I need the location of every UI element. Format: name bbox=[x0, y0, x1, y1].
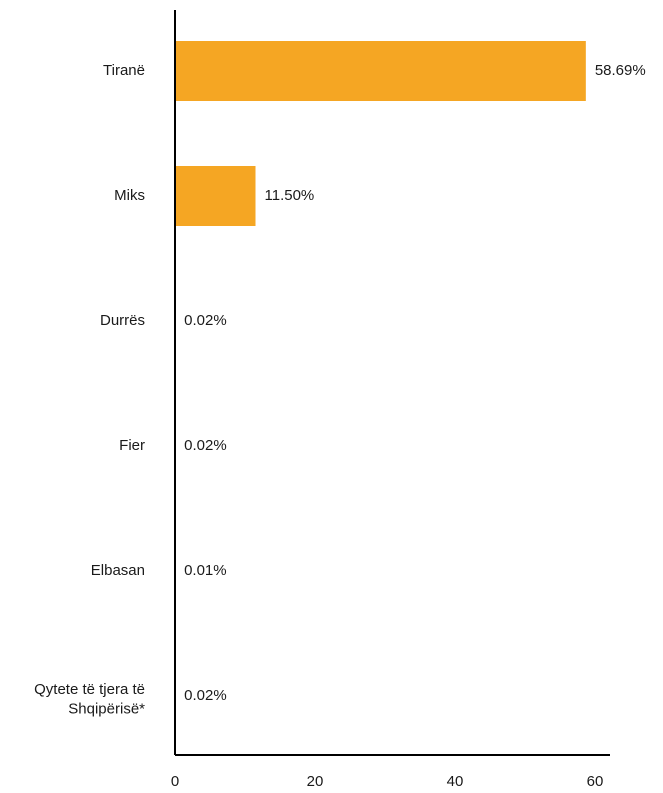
category-label: Durrës bbox=[100, 312, 145, 329]
value-label: 0.02% bbox=[184, 312, 227, 329]
category-label: Tiranë bbox=[103, 62, 145, 79]
category-label: Miks bbox=[114, 187, 145, 204]
value-label: 0.01% bbox=[184, 562, 227, 579]
bar bbox=[175, 41, 586, 101]
bar bbox=[175, 166, 256, 226]
x-tick-label: 0 bbox=[171, 773, 179, 790]
category-label-line: Qytete të tjera të bbox=[34, 681, 145, 698]
category-label: Fier bbox=[119, 437, 145, 454]
value-label: 11.50% bbox=[265, 187, 315, 204]
category-label-line: Shqipërisë* bbox=[68, 700, 145, 717]
value-label: 0.02% bbox=[184, 437, 227, 454]
category-label: Qytete të tjera të Shqipërisë* bbox=[34, 681, 145, 718]
category-label: Elbasan bbox=[91, 562, 145, 579]
value-label: 58.69% bbox=[595, 62, 646, 79]
x-tick-label: 40 bbox=[447, 773, 464, 790]
x-tick-label: 20 bbox=[307, 773, 324, 790]
value-label: 0.02% bbox=[184, 687, 227, 704]
x-tick-label: 60 bbox=[587, 773, 604, 790]
